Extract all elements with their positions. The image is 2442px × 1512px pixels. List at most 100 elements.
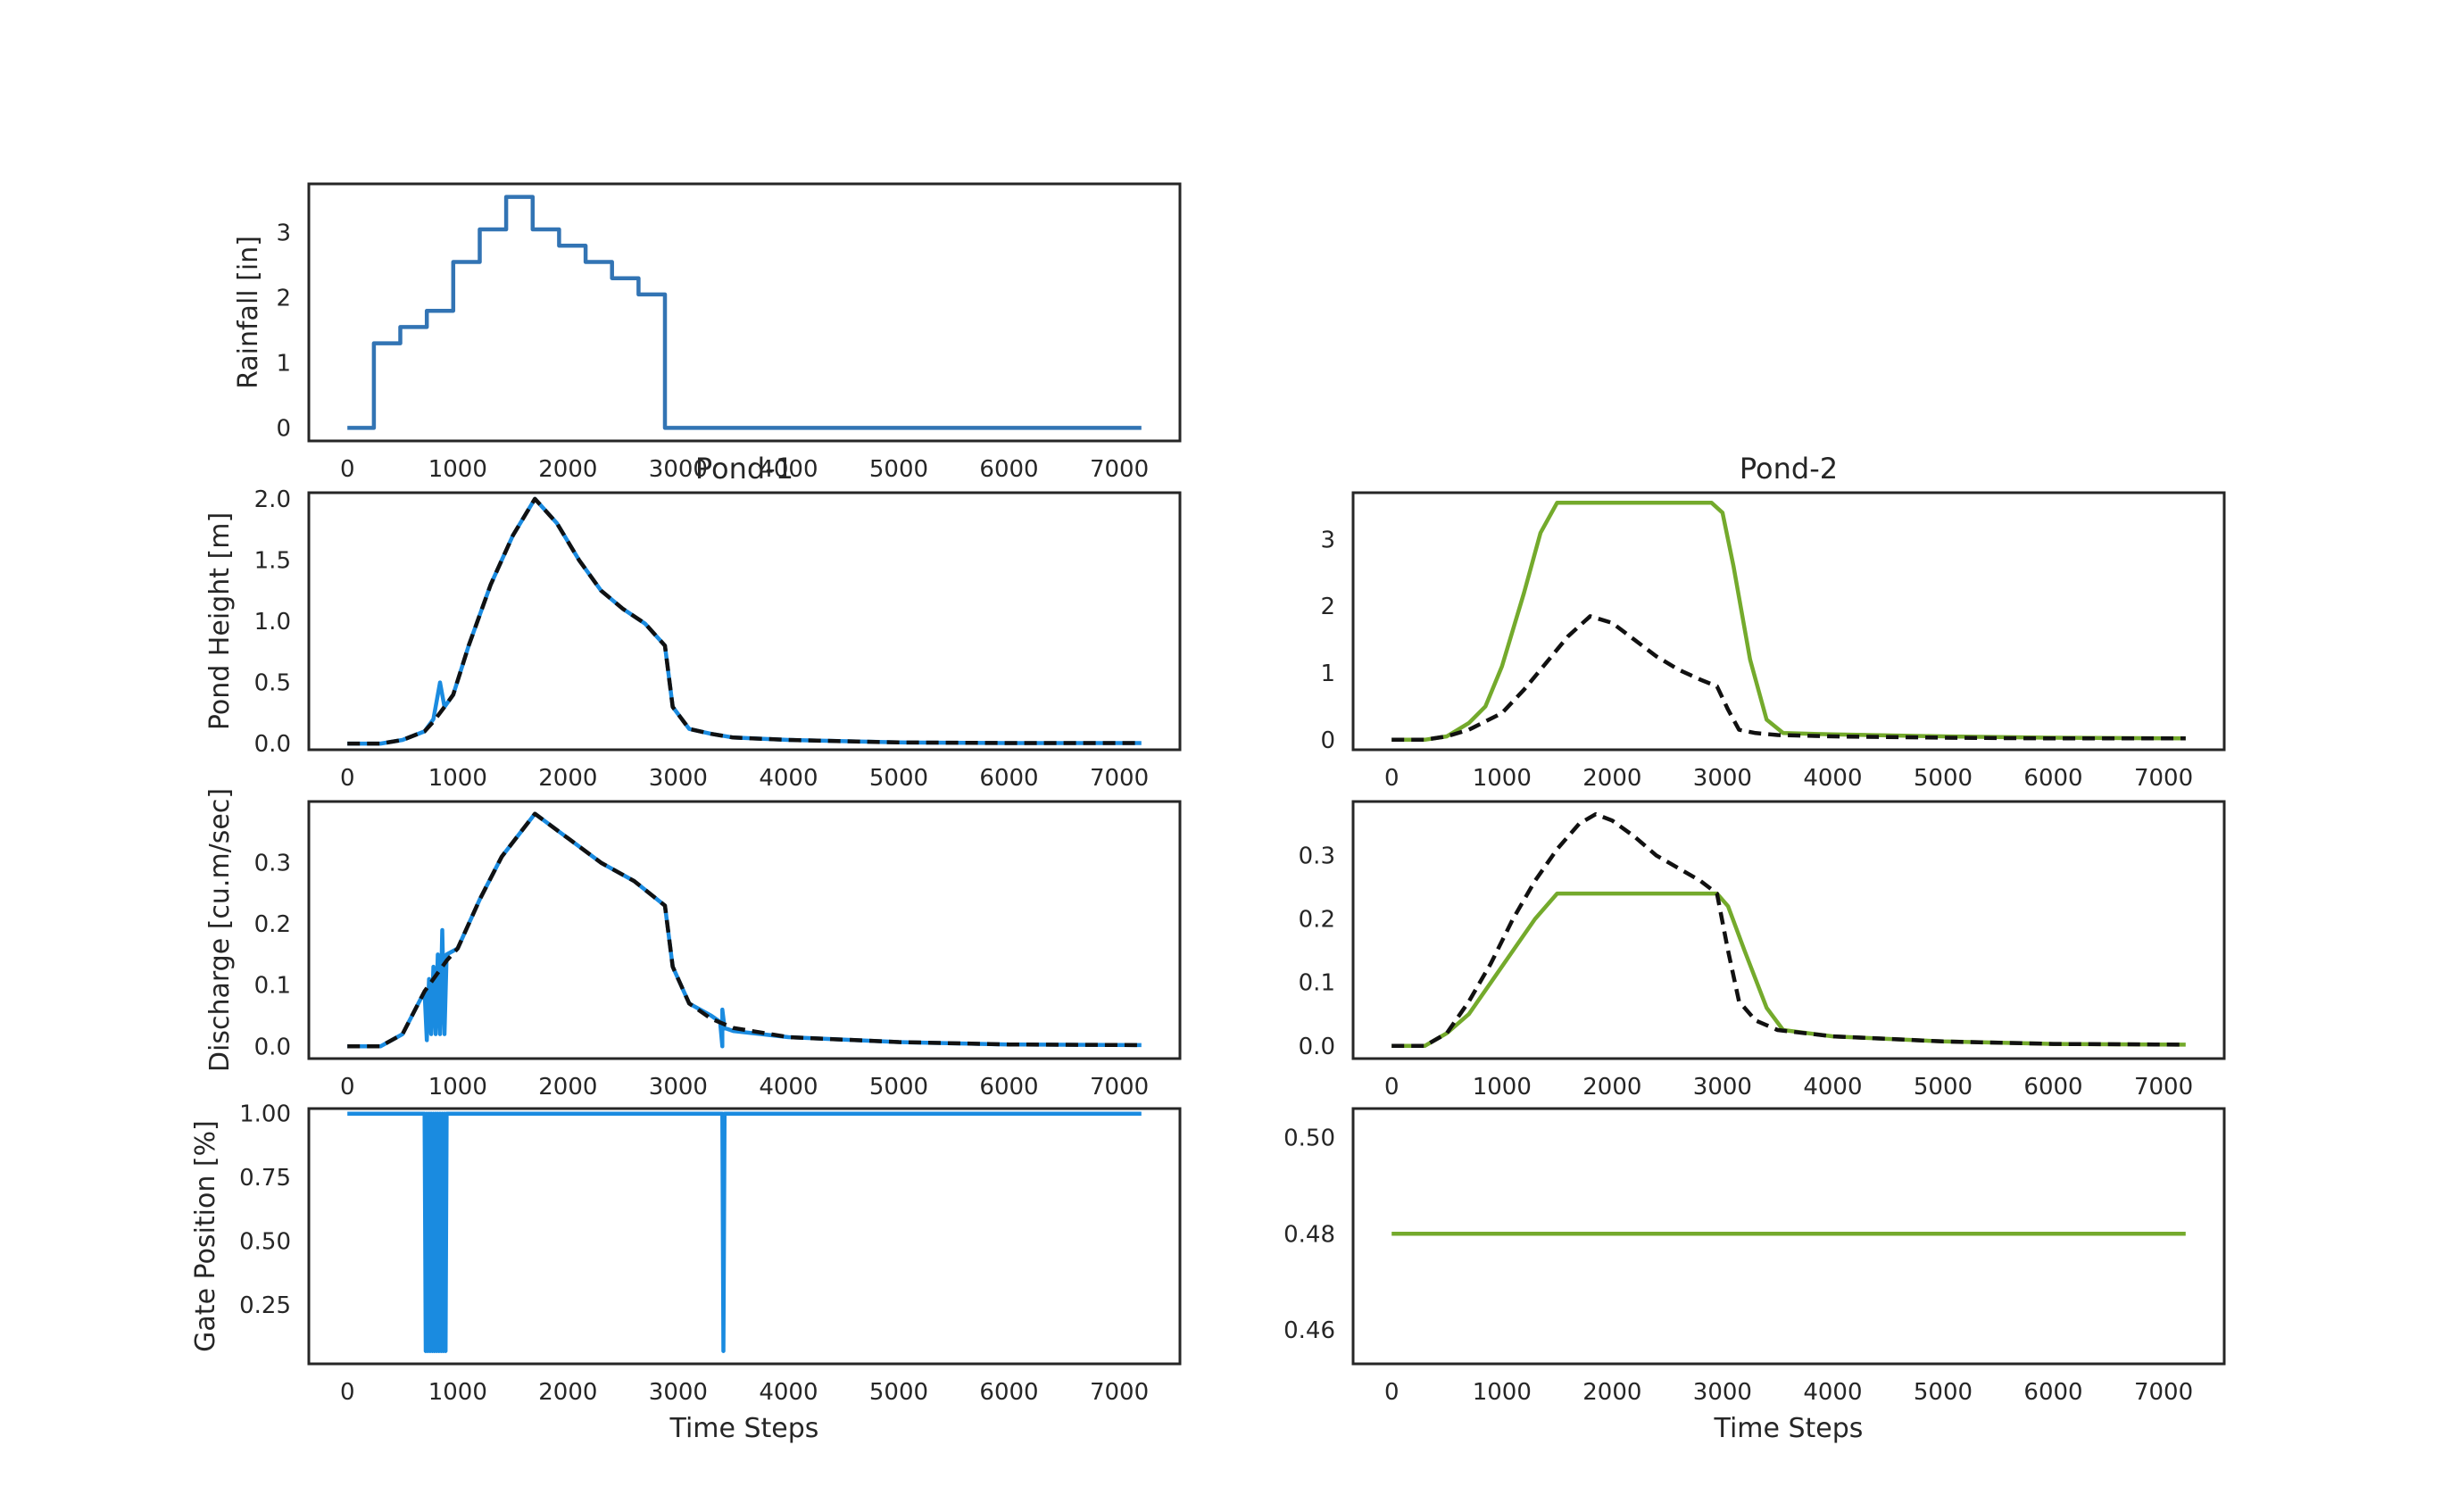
pond1-height-frame [307, 491, 1182, 752]
rainfall-xtick-label: 7000 [1090, 456, 1149, 483]
pond2-height-title: Pond-2 [1740, 452, 1838, 486]
pond1-height-xtick-label: 3000 [649, 765, 708, 792]
rainfall-xtick-label: 1000 [428, 456, 487, 483]
pond1-height-xtick-label: 5000 [869, 765, 928, 792]
pond1-discharge-series-1-line [347, 811, 1142, 1049]
rainfall-chart: 0 1000 2000 3000 4000 5000 6000 7000 0 1 2 3 Rainfal… [233, 182, 1182, 483]
pond2-discharge-chart: 0 1000 2000 3000 4000 5000 6000 7000 0.0 0.1 0.2 0.… [1299, 800, 2226, 1101]
pond1-discharge-xtick-label: 3000 [649, 1074, 708, 1101]
pond1-discharge-ylabel: Discharge [cu.m/sec] [204, 788, 236, 1072]
pond1-gate-xtick-label: 6000 [979, 1379, 1038, 1406]
pond1-gate-ytick-label: 1.00 [239, 1101, 291, 1128]
rainfall-series-group [347, 195, 1142, 430]
pond2-gate-xtick-label: 0 [1384, 1379, 1400, 1406]
pond1-discharge-ytick-label: 0.3 [254, 851, 291, 877]
pond2-discharge-xtick-label: 3000 [1693, 1074, 1752, 1101]
pond1-gate-xtick-label: 2000 [538, 1379, 597, 1406]
pond2-discharge-xtick-label: 4000 [1803, 1074, 1862, 1101]
pond2-discharge-ytick-label: 0.1 [1299, 970, 1335, 997]
pond2-height-xtick-label: 2000 [1582, 765, 1641, 792]
pond1-height-series-group [347, 496, 1142, 746]
pond1-discharge-frame [307, 800, 1182, 1060]
pond2-discharge-series-1-line [1391, 811, 2186, 1049]
pond1-discharge-xtick-label: 7000 [1090, 1074, 1149, 1101]
pond2-discharge-series-0-line [1391, 891, 2186, 1049]
pond1-discharge-series-0-line [347, 811, 1142, 1049]
rainfall-ytick-label: 1 [276, 351, 291, 378]
pond2-gate-xtick-label: 7000 [2134, 1379, 2193, 1406]
pond2-gate-xtick-label: 3000 [1693, 1379, 1752, 1406]
pond2-discharge-frame [1351, 800, 2226, 1060]
pond2-gate-chart: 0 1000 2000 3000 4000 5000 6000 7000 0.46 0.48 0.5… [1283, 1107, 2226, 1444]
pond1-discharge-xtick-label: 4000 [759, 1074, 818, 1101]
rainfall-ytick-label: 3 [276, 220, 291, 247]
pond2-gate-xtick-label: 6000 [2023, 1379, 2082, 1406]
pond1-discharge-series-group [347, 811, 1142, 1049]
pond1-gate-frame [307, 1107, 1182, 1366]
pond1-height-xtick-label: 0 [340, 765, 355, 792]
pond1-height-xtick-label: 4000 [759, 765, 818, 792]
pond2-height-xtick-label: 5000 [1914, 765, 1973, 792]
pond2-height-xtick-label: 6000 [2023, 765, 2082, 792]
pond1-height-ytick-label: 1.0 [254, 609, 291, 636]
pond1-gate-xtick-label: 4000 [759, 1379, 818, 1406]
pond2-discharge-xtick-label: 1000 [1473, 1074, 1532, 1101]
pond1-discharge-xtick-label: 2000 [538, 1074, 597, 1101]
pond2-discharge-xtick-label: 0 [1384, 1074, 1400, 1101]
pond1-height-xtick-label: 2000 [538, 765, 597, 792]
pond1-height-ytick-label: 0.0 [254, 731, 291, 758]
pond1-gate-chart: 0 1000 2000 3000 4000 5000 6000 7000 0.25 0.50 0.7… [190, 1101, 1182, 1444]
pond1-height-xtick-label: 7000 [1090, 765, 1149, 792]
pond1-height-xtick-label: 6000 [979, 765, 1038, 792]
rainfall-xtick-label: 5000 [869, 456, 928, 483]
pond1-gate-xtick-label: 0 [340, 1379, 355, 1406]
pond2-discharge-ytick-label: 0.3 [1299, 843, 1335, 869]
pond2-gate-ytick-label: 0.50 [1283, 1125, 1335, 1151]
pond1-height-ytick-label: 0.5 [254, 670, 291, 697]
rainfall-xtick-label: 4000 [759, 456, 818, 483]
pond2-gate-frame [1351, 1107, 2226, 1366]
pond2-discharge-xtick-label: 2000 [1582, 1074, 1641, 1101]
pond2-gate-xtick-label: 2000 [1582, 1379, 1641, 1406]
pond1-gate-ytick-label: 0.25 [239, 1292, 291, 1319]
pond2-height-xtick-label: 7000 [2134, 765, 2193, 792]
pond2-height-series-1-line [1391, 614, 2186, 743]
pond2-gate-xtick-label: 5000 [1914, 1379, 1973, 1406]
pond2-height-xtick-label: 0 [1384, 765, 1400, 792]
pond2-discharge-xtick-label: 6000 [2023, 1074, 2082, 1101]
pond1-gate-xtick-label: 1000 [428, 1379, 487, 1406]
pond2-height-xtick-label: 3000 [1693, 765, 1752, 792]
pond1-gate-xlabel: Time Steps [669, 1413, 819, 1444]
pond1-discharge-ytick-label: 0.1 [254, 973, 291, 1000]
pond1-height-chart: 0 1000 2000 3000 4000 5000 6000 7000 0.0 0.5 1.0 1.… [204, 452, 1182, 792]
pond1-gate-series-group [347, 1111, 1142, 1353]
pond2-height-frame [1351, 491, 2226, 752]
pond1-discharge-xtick-label: 0 [340, 1074, 355, 1101]
pond2-gate-xtick-label: 1000 [1473, 1379, 1532, 1406]
pond1-discharge-chart: 0 1000 2000 3000 4000 5000 6000 7000 0.0 0.1 0.2 0.… [204, 788, 1182, 1101]
pond2-height-ytick-label: 0 [1320, 727, 1335, 754]
pond1-gate-xtick-label: 3000 [649, 1379, 708, 1406]
pond2-height-series-group [1391, 500, 2186, 743]
pond2-height-chart: 0 1000 2000 3000 4000 5000 6000 7000 0 1 2 3 Pond-2 [1320, 452, 2226, 792]
rainfall-ylabel: Rainfall [in] [233, 236, 264, 389]
pond2-gate-xtick-label: 4000 [1803, 1379, 1862, 1406]
pond2-discharge-series-group [1391, 811, 2186, 1049]
pond1-gate-ytick-label: 0.75 [239, 1165, 291, 1192]
pond2-height-xtick-label: 1000 [1473, 765, 1532, 792]
pond1-gate-series-0-line [347, 1111, 1142, 1353]
pond1-gate-ytick-label: 0.50 [239, 1229, 291, 1256]
pond2-discharge-ytick-label: 0.2 [1299, 907, 1335, 934]
rainfall-series-0-line [347, 195, 1142, 430]
pond1-gate-ylabel: Gate Position [%] [190, 1120, 221, 1352]
rainfall-xtick-label: 0 [340, 456, 355, 483]
pond2-height-ytick-label: 3 [1320, 527, 1335, 553]
pond1-discharge-xtick-label: 6000 [979, 1074, 1038, 1101]
pond1-height-title: Pond-1 [695, 452, 793, 486]
pond1-height-ytick-label: 1.5 [254, 547, 291, 574]
pond1-discharge-xtick-label: 1000 [428, 1074, 487, 1101]
pond1-gate-xtick-label: 7000 [1090, 1379, 1149, 1406]
pond1-discharge-ytick-label: 0.2 [254, 911, 291, 938]
pond1-height-ylabel: Pond Height [m] [204, 512, 236, 730]
pond2-gate-ytick-label: 0.48 [1283, 1221, 1335, 1248]
